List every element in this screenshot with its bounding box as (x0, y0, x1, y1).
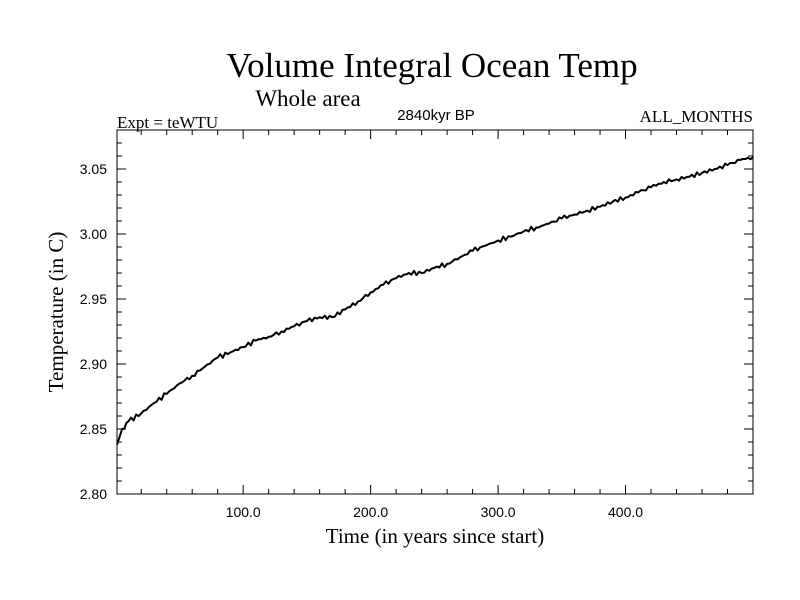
plot-frame (116, 129, 754, 495)
x-tick-label: 300.0 (481, 504, 516, 520)
x-axis-ticks: 100.0 200.0 300.0 400.0 (140, 130, 729, 520)
series-line (116, 156, 754, 445)
y-axis-ticks: 2.80 2.85 2.90 2.95 3.00 3.05 (80, 129, 753, 502)
x-tick-label: 200.0 (353, 504, 388, 520)
y-axis-label: Temperature (in C) (44, 232, 68, 393)
x-axis-label: Time (in years since start) (326, 524, 545, 548)
y-tick-label: 2.90 (80, 356, 107, 372)
x-tick-label: 100.0 (226, 504, 261, 520)
chart-title: Volume Integral Ocean Temp (226, 46, 637, 85)
annotation-experiment: Expt = teWTU (117, 113, 218, 132)
y-tick-label: 3.05 (80, 161, 107, 177)
y-tick-label: 2.85 (80, 421, 107, 437)
annotation-period: 2840kyr BP (397, 107, 475, 124)
y-tick-label: 2.80 (80, 486, 107, 502)
y-tick-label: 2.95 (80, 291, 107, 307)
annotation-months: ALL_MONTHS (640, 107, 753, 126)
y-tick-label: 3.00 (80, 226, 107, 242)
x-tick-label: 400.0 (608, 504, 643, 520)
chart-subtitle: Whole area (255, 86, 360, 111)
